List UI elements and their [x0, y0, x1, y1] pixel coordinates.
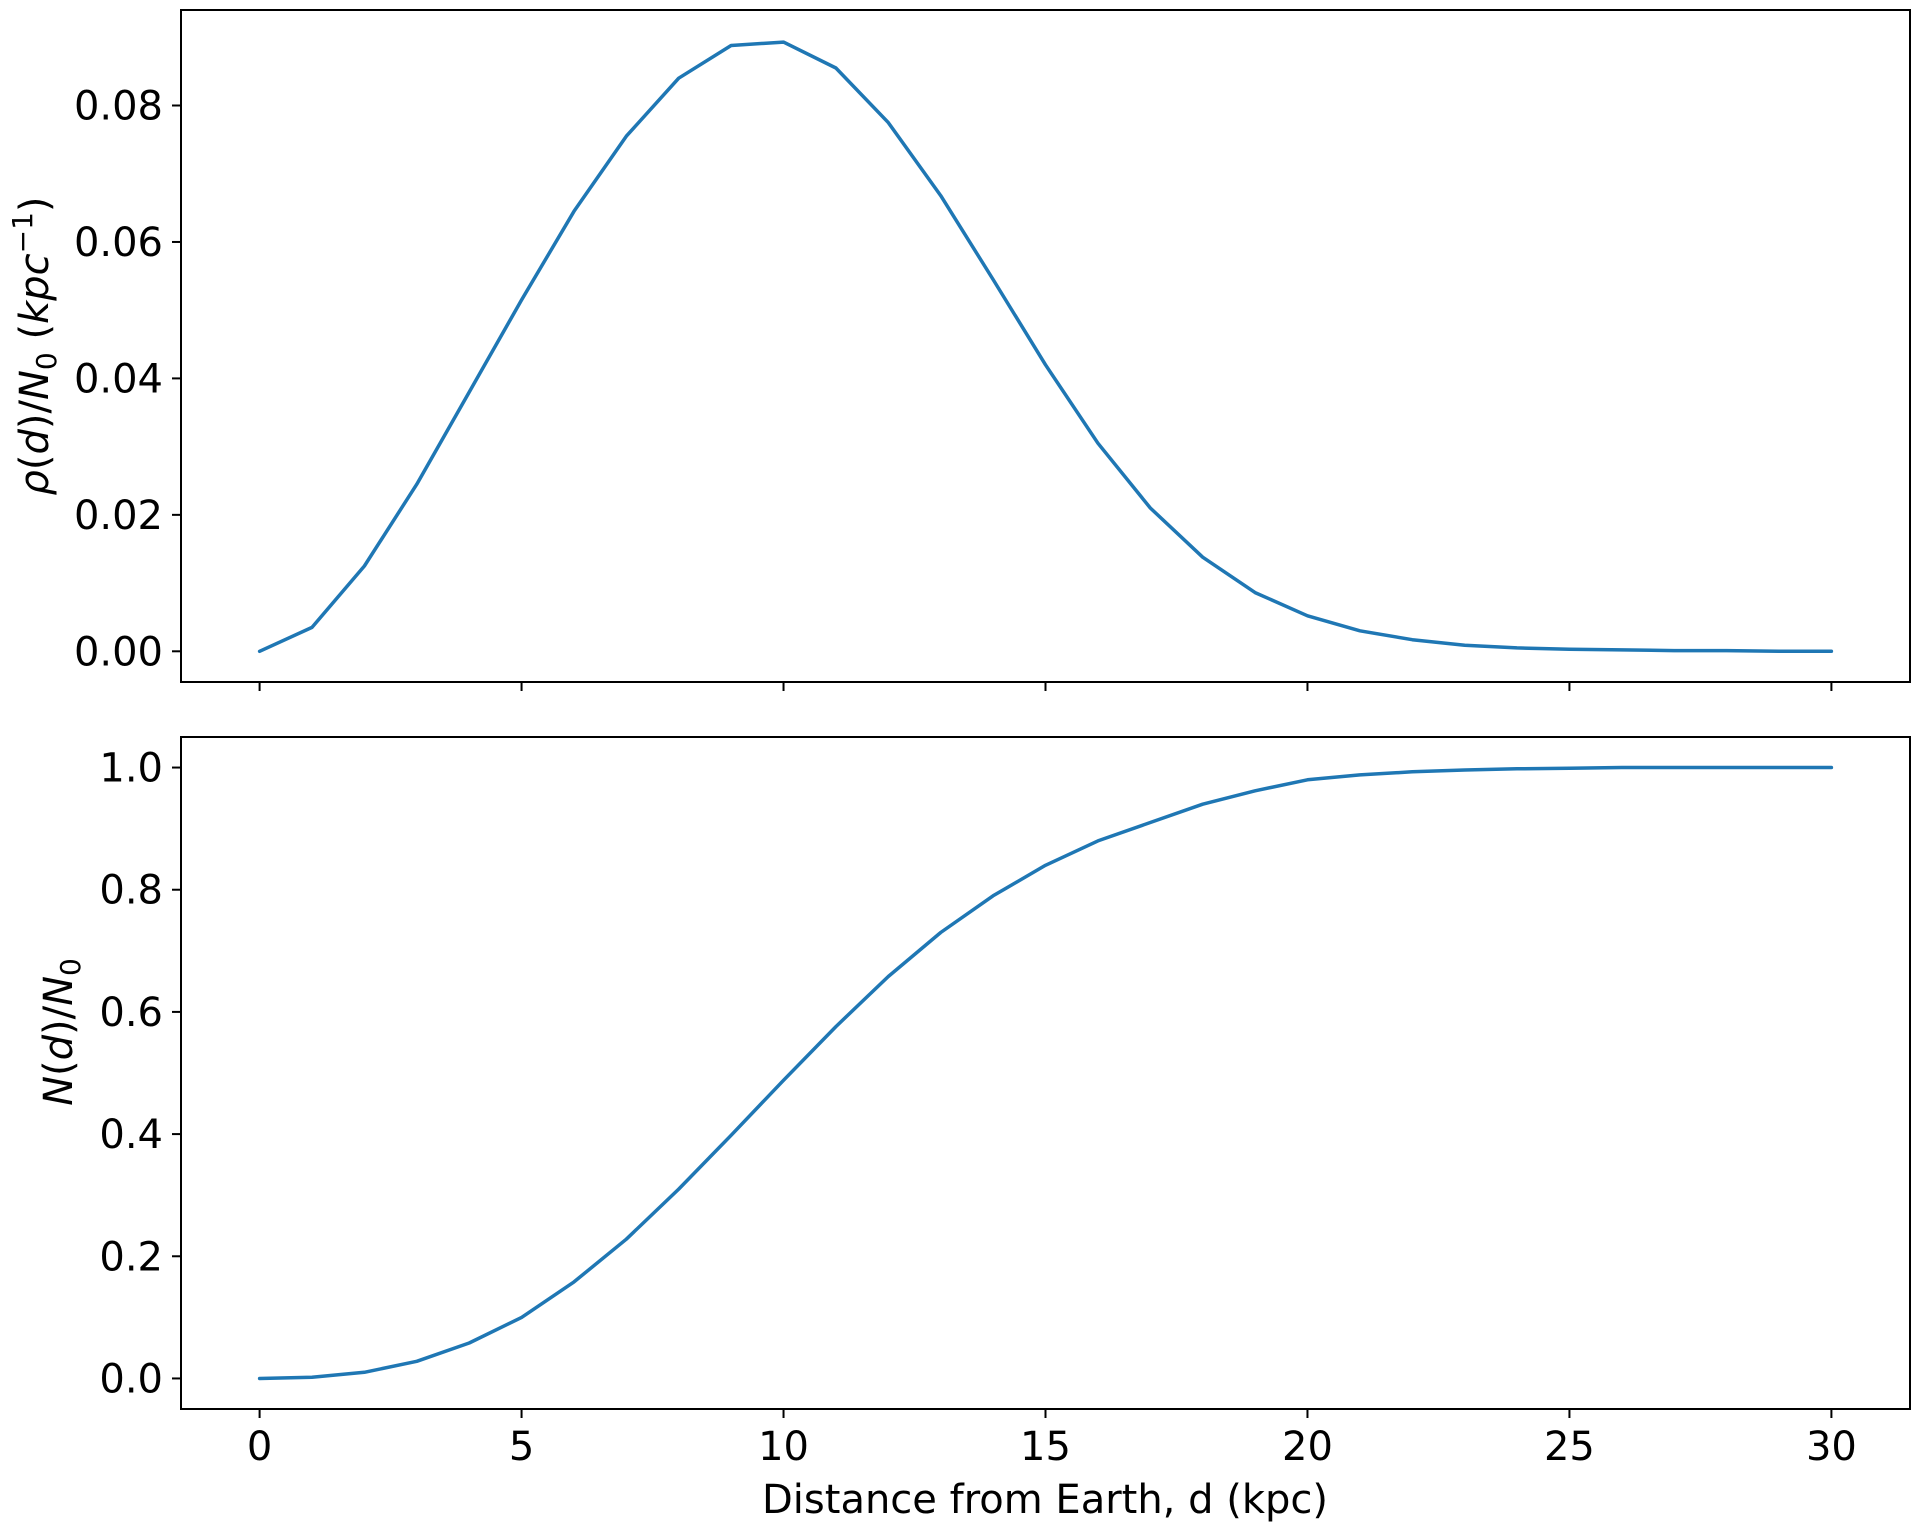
- top-panel: 0.00 0.02 0.04 0.06 0.08 ρ(d)/N0 (kpc−1): [6, 9, 1911, 691]
- top-series-line-0: [257, 40, 1834, 654]
- x-tick-label: 0: [247, 1424, 272, 1470]
- x-tick-label: 5: [509, 1424, 534, 1470]
- top-y-tick-label: 0.06: [74, 220, 163, 266]
- x-tick-label: 10: [758, 1424, 809, 1470]
- top-axes-frame: [180, 9, 1911, 683]
- top-y-tick-label: 0.02: [74, 493, 163, 539]
- bottom-panel: 0 5 10 15 20 25 30 0.00.20.40.60.81.0 N(d)/N0 …: [36, 736, 1911, 1523]
- bottom-y-tick-label: 0.6: [99, 990, 163, 1036]
- bottom-y-axis-label: N(d)/N0: [36, 958, 87, 1106]
- bottom-y-ticks: 0.0 0.2 0.4 0.6 0.8 1.0: [99, 746, 181, 1402]
- top-y-tick-label: 0.04: [74, 356, 163, 402]
- x-tick-label: 30: [1806, 1424, 1857, 1470]
- top-y-tick-label: 0.00: [74, 629, 163, 675]
- x-axis-label: Distance from Earth, d (kpc): [762, 1477, 1328, 1523]
- bottom-x-ticks: 0 5 10 15 20 25 30: [247, 1409, 1857, 1470]
- top-y-tick-label: 0.08: [74, 84, 163, 130]
- top-y-axis-label: ρ(d)/N0 (kpc−1): [6, 197, 63, 496]
- bottom-axes-frame: [180, 736, 1911, 1410]
- top-series-group: [257, 40, 1834, 654]
- bottom-y-tick-label: 0.2: [99, 1234, 163, 1280]
- top-x-ticks: [258, 682, 1833, 691]
- bottom-y-tick-label: 1.0: [99, 746, 163, 792]
- bottom-series-line-0: [257, 765, 1834, 1381]
- bottom-y-tick-label: 0.4: [99, 1112, 163, 1158]
- bottom-series-group: [257, 765, 1834, 1381]
- x-tick-label: 15: [1020, 1424, 1071, 1470]
- bottom-y-tick-label: 0.8: [99, 868, 163, 914]
- x-tick-label: 25: [1544, 1424, 1595, 1470]
- top-y-ticks: 0.00 0.02 0.04 0.06 0.08: [74, 84, 181, 675]
- x-tick-label: 20: [1282, 1424, 1333, 1470]
- bottom-y-tick-label: 0.0: [99, 1356, 163, 1402]
